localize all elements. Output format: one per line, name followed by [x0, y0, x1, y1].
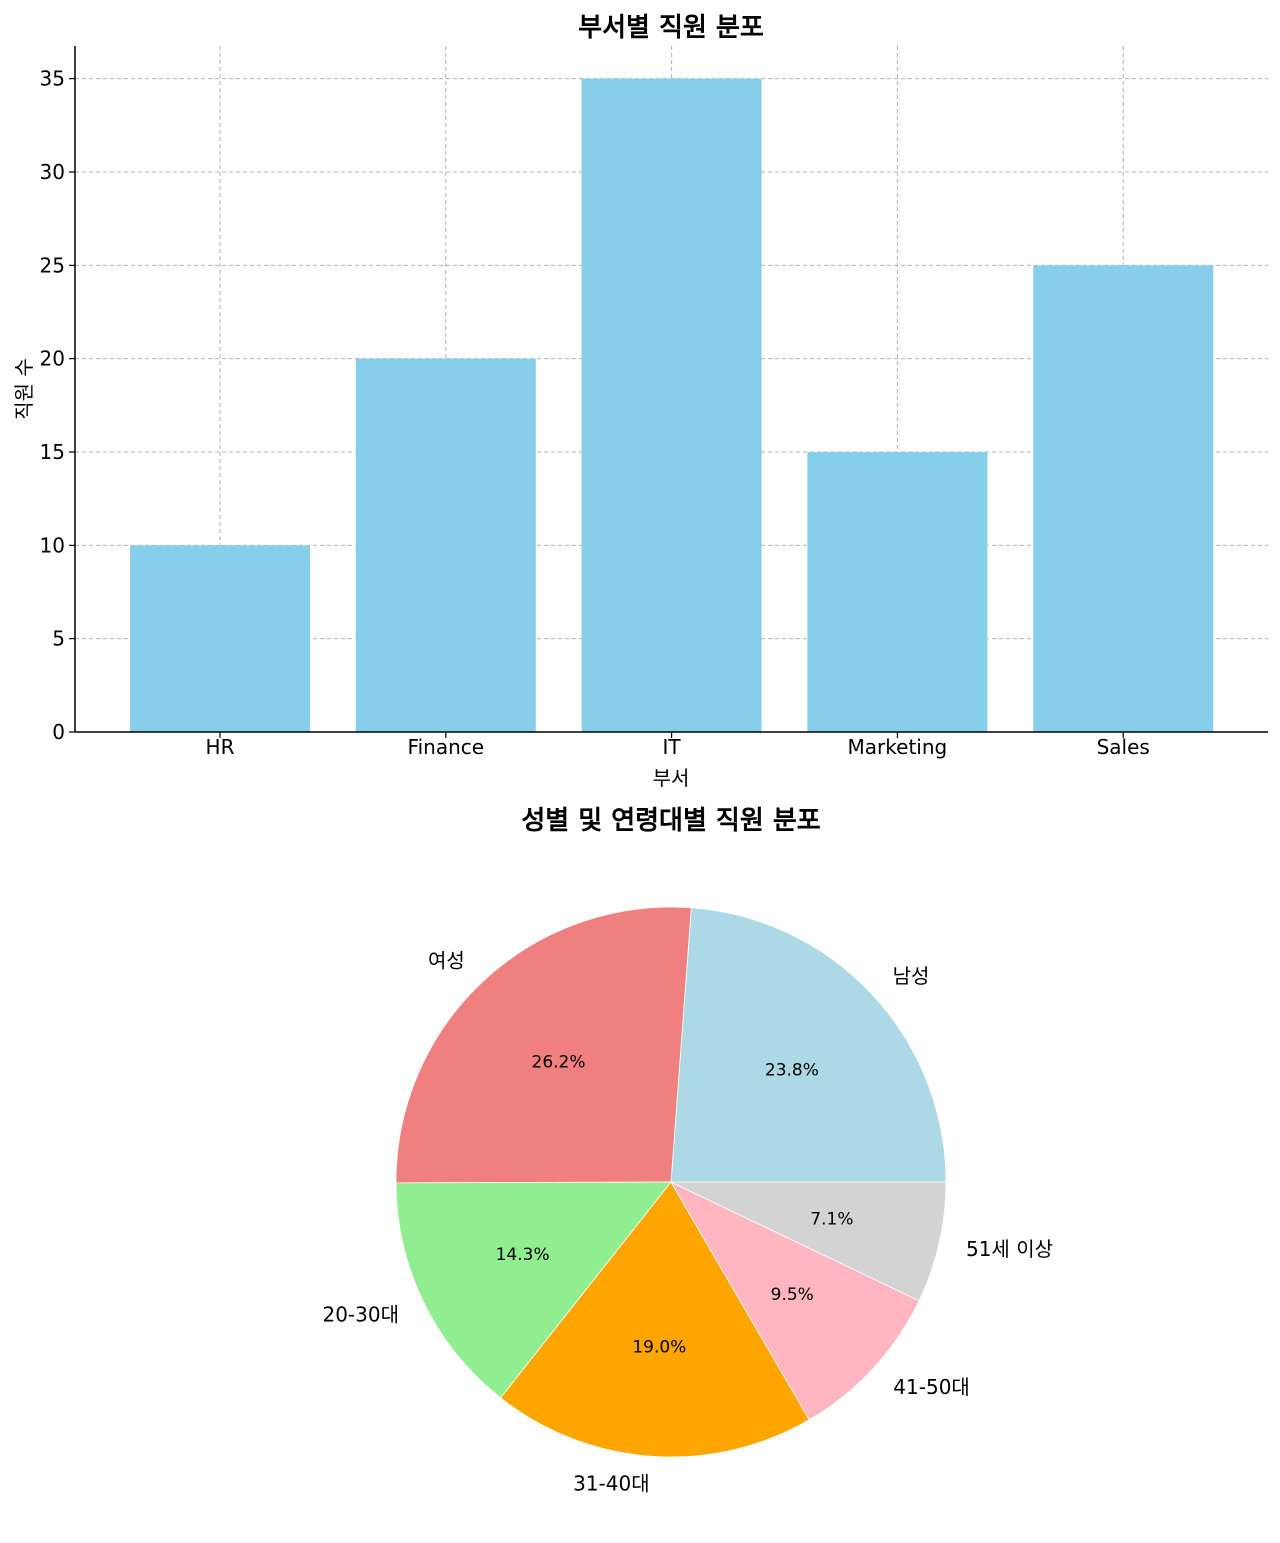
bar-chart: 부서별 직원 분포 0 5 10 15 20 25 30 35 HR Finance IT Mark…	[12, 13, 1268, 790]
bar-y-tick-label: 10	[40, 533, 65, 557]
bar-x-tick-label: Finance	[408, 735, 485, 759]
bar-chart-y-ticks: 0 5 10 15 20 25 30 35	[40, 67, 75, 744]
bar-finance	[355, 358, 536, 732]
bar-x-tick-label: IT	[663, 735, 682, 759]
pie-slice	[670, 907, 947, 1183]
bar-chart-bars	[130, 78, 1214, 732]
bar-marketing	[807, 452, 988, 732]
bar-y-tick-label: 0	[52, 720, 65, 744]
pie-percent-label: 14.3%	[496, 1245, 550, 1265]
pie-chart-title: 성별 및 연령대별 직원 분포	[521, 806, 820, 836]
bar-y-tick-label: 30	[40, 160, 65, 184]
pie-percent-label: 7.1%	[810, 1210, 853, 1230]
pie-chart-slices	[395, 906, 947, 1458]
pie-category-label: 남성	[893, 964, 930, 988]
pie-slice	[395, 906, 692, 1184]
bar-chart-y-axis-label: 직원 수	[12, 358, 36, 420]
bar-y-tick-label: 35	[40, 67, 65, 91]
bar-chart-x-axis-label: 부서	[653, 766, 690, 790]
pie-slice	[500, 1181, 810, 1458]
bar-chart-x-ticks: HR Finance IT Marketing Sales	[206, 732, 1150, 759]
pie-chart-percent-labels: 23.8% 26.2% 14.3% 19.0% 9.5% 7.1%	[496, 1052, 854, 1357]
bar-y-tick-label: 25	[40, 253, 65, 277]
pie-category-label: 여성	[428, 949, 465, 973]
bar-hr	[130, 545, 310, 732]
pie-percent-label: 26.2%	[532, 1052, 586, 1072]
pie-percent-label: 9.5%	[771, 1285, 814, 1305]
pie-category-label: 41-50대	[893, 1375, 970, 1399]
pie-chart: 성별 및 연령대별 직원 분포 23.8% 26.2% 14.3% 19.0% 9.5%…	[322, 806, 1053, 1496]
pie-percent-label: 23.8%	[765, 1061, 819, 1081]
bar-x-tick-label: Marketing	[848, 735, 948, 759]
pie-category-label: 31-40대	[573, 1472, 650, 1496]
bar-sales	[1033, 265, 1214, 732]
bar-x-tick-label: HR	[206, 735, 235, 759]
bar-y-tick-label: 20	[40, 347, 65, 371]
pie-category-label: 20-30대	[322, 1302, 399, 1326]
bar-y-tick-label: 5	[52, 627, 65, 651]
bar-it	[581, 78, 762, 732]
pie-slice	[670, 1181, 947, 1302]
pie-category-label: 51세 이상	[966, 1237, 1053, 1261]
bar-y-tick-label: 15	[40, 440, 65, 464]
bar-chart-title: 부서별 직원 분포	[578, 13, 764, 43]
pie-slice	[670, 1181, 920, 1421]
pie-slice	[395, 1181, 672, 1399]
bar-x-tick-label: Sales	[1097, 735, 1150, 759]
pie-percent-label: 19.0%	[632, 1338, 686, 1358]
pie-chart-category-labels: 남성 여성 20-30대 31-40대 41-50대 51세 이상	[322, 949, 1053, 1496]
